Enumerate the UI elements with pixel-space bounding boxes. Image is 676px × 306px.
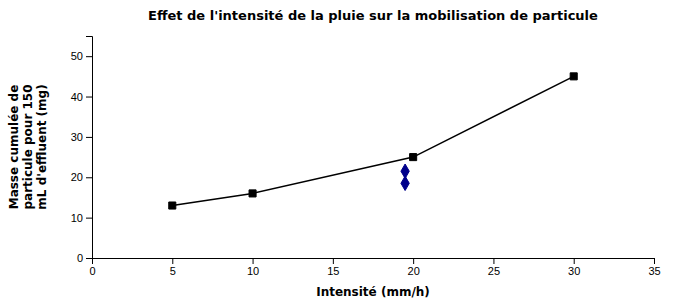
tick-label: 30	[568, 265, 580, 277]
tick: 50	[71, 50, 92, 62]
tick-label: 20	[71, 171, 83, 183]
data-point	[401, 164, 409, 178]
tick: 30	[568, 258, 580, 277]
tick-mark	[172, 258, 173, 264]
tick-mark	[253, 258, 254, 264]
axis-line	[93, 259, 655, 265]
tick-mark	[86, 177, 92, 178]
plot-area: 0 5 10 15 20 25 30 35 0 10 20 30 40 50	[71, 37, 661, 277]
y-axis: 0 10 20 30 40 50	[71, 37, 93, 265]
tick: 10	[71, 212, 92, 224]
tick-mark	[86, 218, 92, 219]
x-axis: 0 5 10 15 20 25 30 35	[89, 258, 660, 277]
chart: 0 5 10 15 20 25 30 35 0 10 20 30 40 50 Effet de l'inte…	[0, 0, 676, 306]
tick: 0	[89, 258, 95, 277]
x-axis-title: Intensité (mm/h)	[316, 285, 430, 299]
tick-label: 0	[89, 265, 95, 277]
tick-mark	[413, 258, 414, 264]
axis-line	[86, 37, 93, 259]
tick-mark	[86, 97, 92, 98]
tick: 35	[648, 258, 660, 277]
tick-label: 30	[71, 131, 83, 143]
tick-label: 35	[648, 265, 660, 277]
y-axis-title: Masse cumulée departicule pour 150mL d'e…	[7, 84, 49, 209]
tick-mark	[86, 258, 92, 259]
tick-mark	[654, 258, 655, 264]
chart-title: Effet de l'intensité de la pluie sur la …	[148, 8, 598, 23]
tick: 40	[71, 91, 92, 103]
data-point	[249, 190, 256, 197]
tick-label: 15	[327, 265, 339, 277]
tick: 20	[408, 258, 420, 277]
tick-mark	[574, 258, 575, 264]
tick: 10	[247, 258, 259, 277]
tick: 0	[77, 252, 92, 264]
tick-label: 10	[71, 212, 83, 224]
tick: 25	[488, 258, 500, 277]
data-point	[410, 154, 417, 161]
tick-label: 5	[170, 265, 176, 277]
tick-label: 10	[247, 265, 259, 277]
tick: 30	[71, 131, 92, 143]
tick-label: 25	[488, 265, 500, 277]
tick-mark	[493, 258, 494, 264]
tick-label: 0	[77, 252, 83, 264]
tick-mark	[86, 137, 92, 138]
tick-mark	[333, 258, 334, 264]
data-marks	[169, 73, 577, 209]
data-point	[169, 202, 176, 209]
tick-label: 40	[71, 91, 83, 103]
data-point	[570, 73, 577, 80]
tick-label: 50	[71, 50, 83, 62]
tick-mark	[86, 56, 92, 57]
tick-label: 20	[408, 265, 420, 277]
tick: 5	[170, 258, 176, 277]
tick: 20	[71, 171, 92, 183]
tick: 15	[327, 258, 339, 277]
series-line	[172, 76, 573, 205]
